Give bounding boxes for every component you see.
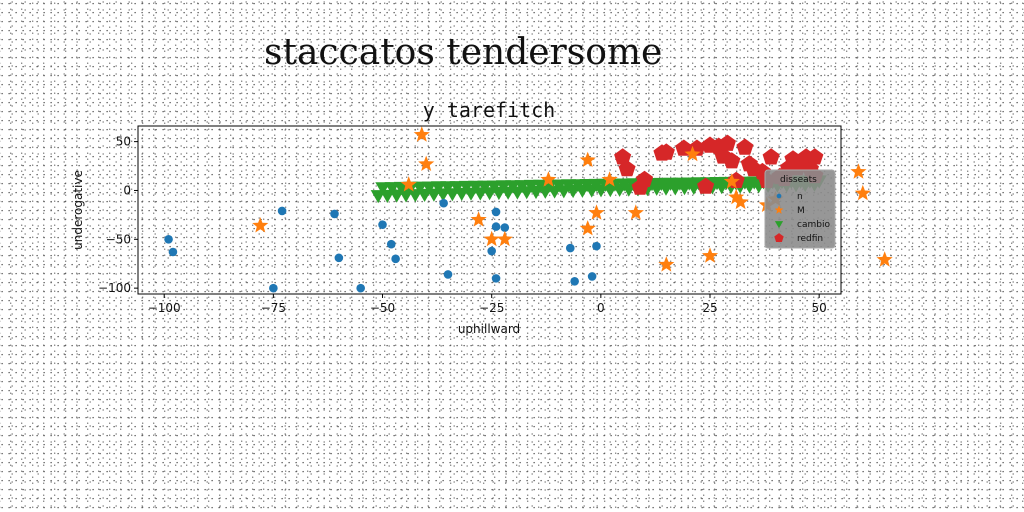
data-point xyxy=(391,254,400,264)
data-point xyxy=(483,230,500,247)
axis-ticks: −100 −75 −50 −25 0 25 50 −100 −50 0 50 xyxy=(98,135,827,315)
data-point xyxy=(684,145,701,162)
data-point xyxy=(579,151,596,168)
legend-marker-redfin xyxy=(774,233,784,242)
data-point xyxy=(386,239,396,249)
plot-area xyxy=(164,126,893,293)
data-point xyxy=(277,206,287,216)
data-point xyxy=(378,220,387,229)
data-point xyxy=(330,209,339,219)
data-point xyxy=(468,180,484,194)
data-point xyxy=(592,241,601,251)
data-point xyxy=(164,235,173,244)
data-point xyxy=(701,247,719,263)
data-point xyxy=(657,143,675,160)
series-cambio xyxy=(370,175,827,204)
data-point xyxy=(400,176,417,192)
legend-label-n: n xyxy=(797,192,803,202)
x-tick-label: 0 xyxy=(597,301,605,315)
data-point xyxy=(491,274,501,283)
data-point xyxy=(728,188,745,205)
legend-label-M: M xyxy=(797,206,805,216)
y-tick-label: −50 xyxy=(106,232,131,246)
data-point xyxy=(540,171,557,187)
legend-marker-M xyxy=(774,205,784,214)
x-tick-label: −100 xyxy=(148,301,181,315)
data-point xyxy=(850,163,867,179)
plot-frame xyxy=(137,125,842,295)
x-tick-label: −75 xyxy=(261,301,286,315)
data-point xyxy=(723,173,740,189)
chart-title: y tarefitch xyxy=(423,98,555,122)
series-n xyxy=(164,198,601,293)
data-point xyxy=(627,204,644,220)
data-point xyxy=(413,126,430,142)
data-point xyxy=(718,134,736,151)
data-point xyxy=(635,170,654,187)
series-redfin xyxy=(614,134,824,195)
x-tick-label: 25 xyxy=(702,301,717,315)
data-point xyxy=(806,148,824,165)
data-point xyxy=(723,152,741,169)
data-point xyxy=(470,211,487,227)
data-point xyxy=(697,177,715,194)
data-point xyxy=(252,217,269,233)
data-point xyxy=(384,182,400,196)
data-point xyxy=(418,155,435,171)
data-point xyxy=(269,283,278,293)
data-point xyxy=(491,207,501,217)
data-point xyxy=(421,181,437,195)
data-point xyxy=(565,243,575,253)
legend-label-redfin: redfin xyxy=(797,234,823,244)
data-point xyxy=(439,198,448,208)
data-point xyxy=(487,246,496,256)
data-point xyxy=(618,160,636,177)
data-point xyxy=(587,272,597,281)
y-tick-label: 50 xyxy=(116,135,131,149)
data-point xyxy=(449,181,465,195)
x-tick-label: −50 xyxy=(370,301,395,315)
data-point xyxy=(876,251,893,267)
data-point xyxy=(496,230,513,247)
page-title: staccatos tendersome xyxy=(264,32,663,73)
data-point xyxy=(356,283,365,293)
x-tick-label: −25 xyxy=(479,301,504,315)
data-point xyxy=(762,148,780,165)
data-point xyxy=(168,247,178,257)
legend-box xyxy=(764,169,836,249)
legend-marker-n xyxy=(776,193,782,199)
x-tick-label: 50 xyxy=(812,301,827,315)
data-point xyxy=(579,220,596,236)
legend-title: disseats xyxy=(780,175,817,185)
data-point xyxy=(443,270,453,279)
data-point xyxy=(500,223,510,232)
x-axis-label: uphillward xyxy=(458,322,520,336)
y-tick-label: 0 xyxy=(123,183,131,197)
data-point xyxy=(588,204,605,220)
data-point xyxy=(736,138,754,155)
data-point xyxy=(491,222,501,231)
data-point xyxy=(334,253,344,263)
y-axis-label: underogative xyxy=(71,170,85,250)
y-tick-label: −100 xyxy=(98,281,131,295)
data-point xyxy=(658,256,675,272)
data-point xyxy=(854,184,871,201)
data-point xyxy=(732,193,749,210)
legend-marker-cambio xyxy=(774,221,784,229)
data-point xyxy=(570,277,579,286)
data-point xyxy=(601,171,618,187)
legend-label-cambio: cambio xyxy=(797,220,830,230)
